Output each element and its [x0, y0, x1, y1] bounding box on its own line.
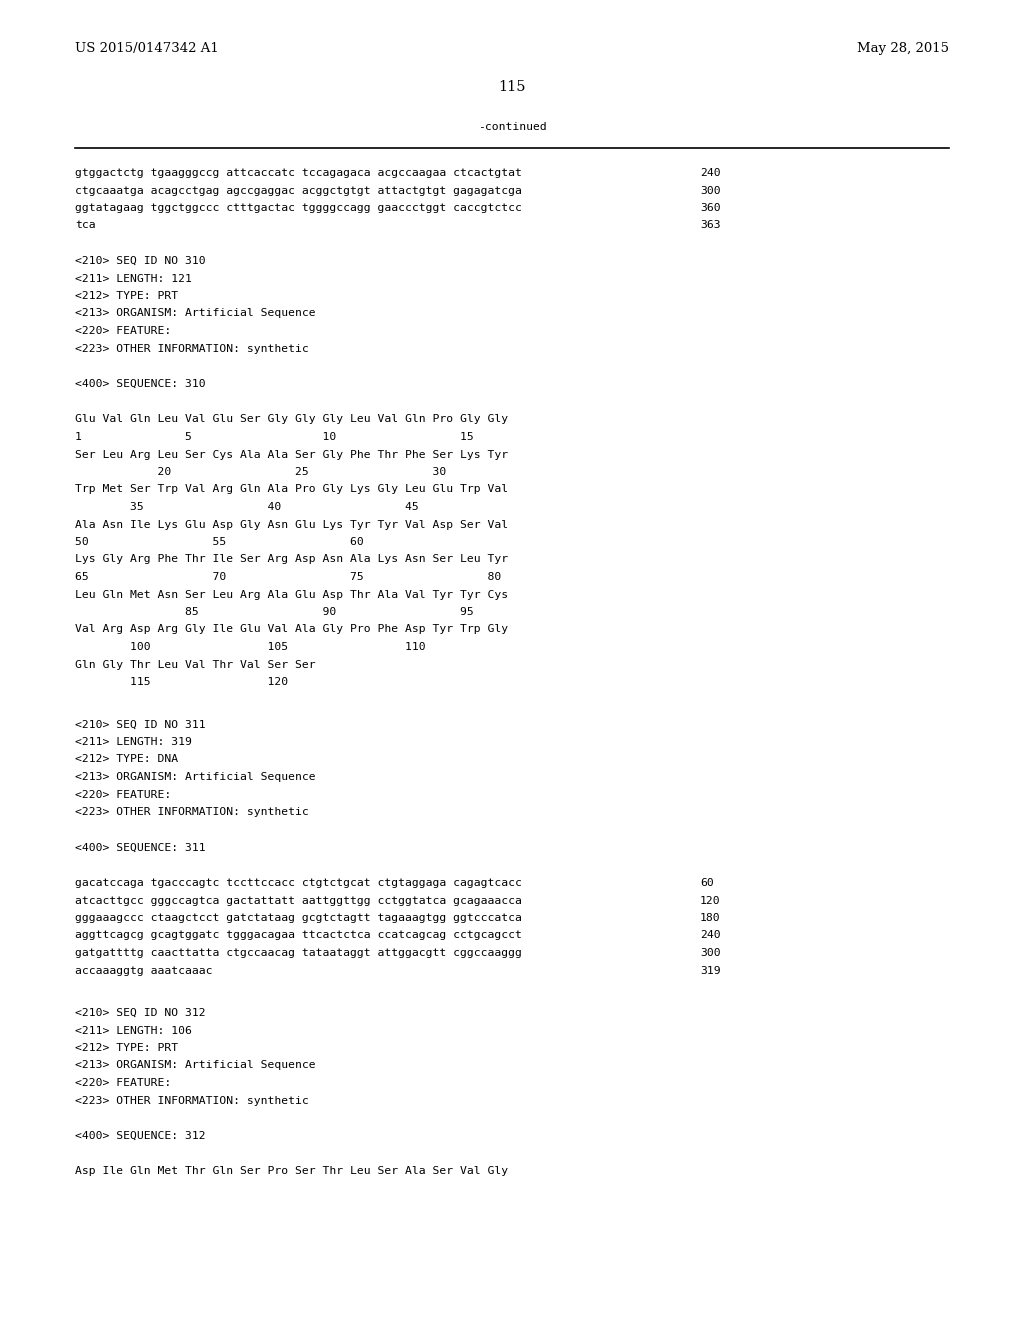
Text: accaaaggtg aaatcaaac: accaaaggtg aaatcaaac — [75, 965, 213, 975]
Text: May 28, 2015: May 28, 2015 — [857, 42, 949, 55]
Text: Glu Val Gln Leu Val Glu Ser Gly Gly Gly Leu Val Gln Pro Gly Gly: Glu Val Gln Leu Val Glu Ser Gly Gly Gly … — [75, 414, 508, 425]
Text: 50                  55                  60: 50 55 60 — [75, 537, 364, 546]
Text: <210> SEQ ID NO 312: <210> SEQ ID NO 312 — [75, 1008, 206, 1018]
Text: <220> FEATURE:: <220> FEATURE: — [75, 789, 171, 800]
Text: <212> TYPE: PRT: <212> TYPE: PRT — [75, 1043, 178, 1053]
Text: US 2015/0147342 A1: US 2015/0147342 A1 — [75, 42, 219, 55]
Text: 120: 120 — [700, 895, 721, 906]
Text: <213> ORGANISM: Artificial Sequence: <213> ORGANISM: Artificial Sequence — [75, 309, 315, 318]
Text: <212> TYPE: PRT: <212> TYPE: PRT — [75, 290, 178, 301]
Text: <212> TYPE: DNA: <212> TYPE: DNA — [75, 755, 178, 764]
Text: 300: 300 — [700, 186, 721, 195]
Text: ctgcaaatga acagcctgag agccgaggac acggctgtgt attactgtgt gagagatcga: ctgcaaatga acagcctgag agccgaggac acggctg… — [75, 186, 522, 195]
Text: atcacttgcc gggccagtca gactattatt aattggttgg cctggtatca gcagaaacca: atcacttgcc gggccagtca gactattatt aattggt… — [75, 895, 522, 906]
Text: Leu Gln Met Asn Ser Leu Arg Ala Glu Asp Thr Ala Val Tyr Tyr Cys: Leu Gln Met Asn Ser Leu Arg Ala Glu Asp … — [75, 590, 508, 599]
Text: <211> LENGTH: 319: <211> LENGTH: 319 — [75, 737, 191, 747]
Text: <211> LENGTH: 106: <211> LENGTH: 106 — [75, 1026, 191, 1035]
Text: <400> SEQUENCE: 312: <400> SEQUENCE: 312 — [75, 1131, 206, 1140]
Text: <223> OTHER INFORMATION: synthetic: <223> OTHER INFORMATION: synthetic — [75, 1096, 309, 1106]
Text: 115: 115 — [499, 81, 525, 94]
Text: Trp Met Ser Trp Val Arg Gln Ala Pro Gly Lys Gly Leu Glu Trp Val: Trp Met Ser Trp Val Arg Gln Ala Pro Gly … — [75, 484, 508, 495]
Text: Lys Gly Arg Phe Thr Ile Ser Arg Asp Asn Ala Lys Asn Ser Leu Tyr: Lys Gly Arg Phe Thr Ile Ser Arg Asp Asn … — [75, 554, 508, 565]
Text: aggttcagcg gcagtggatc tgggacagaa ttcactctca ccatcagcag cctgcagcct: aggttcagcg gcagtggatc tgggacagaa ttcactc… — [75, 931, 522, 940]
Text: 363: 363 — [700, 220, 721, 231]
Text: 100                 105                 110: 100 105 110 — [75, 642, 426, 652]
Text: Gln Gly Thr Leu Val Thr Val Ser Ser: Gln Gly Thr Leu Val Thr Val Ser Ser — [75, 660, 315, 669]
Text: 65                  70                  75                  80: 65 70 75 80 — [75, 572, 502, 582]
Text: Val Arg Asp Arg Gly Ile Glu Val Ala Gly Pro Phe Asp Tyr Trp Gly: Val Arg Asp Arg Gly Ile Glu Val Ala Gly … — [75, 624, 508, 635]
Text: gtggactctg tgaagggccg attcaccatc tccagagaca acgccaagaa ctcactgtat: gtggactctg tgaagggccg attcaccatc tccagag… — [75, 168, 522, 178]
Text: <213> ORGANISM: Artificial Sequence: <213> ORGANISM: Artificial Sequence — [75, 1060, 315, 1071]
Text: 85                  90                  95: 85 90 95 — [75, 607, 474, 616]
Text: 60: 60 — [700, 878, 714, 888]
Text: <211> LENGTH: 121: <211> LENGTH: 121 — [75, 273, 191, 284]
Text: 35                  40                  45: 35 40 45 — [75, 502, 419, 512]
Text: <210> SEQ ID NO 310: <210> SEQ ID NO 310 — [75, 256, 206, 267]
Text: 1               5                   10                  15: 1 5 10 15 — [75, 432, 474, 442]
Text: Asp Ile Gln Met Thr Gln Ser Pro Ser Thr Leu Ser Ala Ser Val Gly: Asp Ile Gln Met Thr Gln Ser Pro Ser Thr … — [75, 1167, 508, 1176]
Text: 319: 319 — [700, 965, 721, 975]
Text: ggtatagaag tggctggccc ctttgactac tggggccagg gaaccctggt caccgtctcc: ggtatagaag tggctggccc ctttgactac tggggcc… — [75, 203, 522, 213]
Text: <220> FEATURE:: <220> FEATURE: — [75, 326, 171, 337]
Text: <400> SEQUENCE: 310: <400> SEQUENCE: 310 — [75, 379, 206, 389]
Text: gatgattttg caacttatta ctgccaacag tataataggt attggacgtt cggccaaggg: gatgattttg caacttatta ctgccaacag tataata… — [75, 948, 522, 958]
Text: 240: 240 — [700, 168, 721, 178]
Text: Ala Asn Ile Lys Glu Asp Gly Asn Glu Lys Tyr Tyr Val Asp Ser Val: Ala Asn Ile Lys Glu Asp Gly Asn Glu Lys … — [75, 520, 508, 529]
Text: 240: 240 — [700, 931, 721, 940]
Text: <400> SEQUENCE: 311: <400> SEQUENCE: 311 — [75, 842, 206, 853]
Text: 20                  25                  30: 20 25 30 — [75, 467, 446, 477]
Text: 300: 300 — [700, 948, 721, 958]
Text: 360: 360 — [700, 203, 721, 213]
Text: <213> ORGANISM: Artificial Sequence: <213> ORGANISM: Artificial Sequence — [75, 772, 315, 781]
Text: <223> OTHER INFORMATION: synthetic: <223> OTHER INFORMATION: synthetic — [75, 343, 309, 354]
Text: tca: tca — [75, 220, 95, 231]
Text: 115                 120: 115 120 — [75, 677, 288, 686]
Text: 180: 180 — [700, 913, 721, 923]
Text: -continued: -continued — [477, 121, 547, 132]
Text: <223> OTHER INFORMATION: synthetic: <223> OTHER INFORMATION: synthetic — [75, 807, 309, 817]
Text: <220> FEATURE:: <220> FEATURE: — [75, 1078, 171, 1088]
Text: gggaaagccc ctaagctcct gatctataag gcgtctagtt tagaaagtgg ggtcccatca: gggaaagccc ctaagctcct gatctataag gcgtcta… — [75, 913, 522, 923]
Text: <210> SEQ ID NO 311: <210> SEQ ID NO 311 — [75, 719, 206, 730]
Text: Ser Leu Arg Leu Ser Cys Ala Ala Ser Gly Phe Thr Phe Ser Lys Tyr: Ser Leu Arg Leu Ser Cys Ala Ala Ser Gly … — [75, 450, 508, 459]
Text: gacatccaga tgacccagtc tccttccacc ctgtctgcat ctgtaggaga cagagtcacc: gacatccaga tgacccagtc tccttccacc ctgtctg… — [75, 878, 522, 888]
